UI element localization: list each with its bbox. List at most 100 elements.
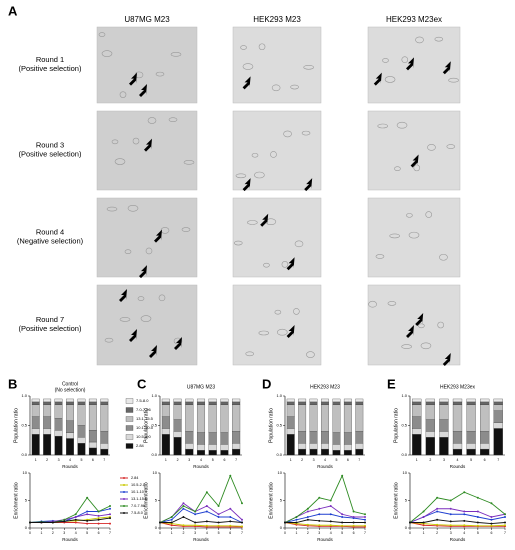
bar-chart: D HEK293 M23 0.0 0.5 1.0 Population ratio Roun… bbox=[262, 376, 365, 469]
x-tick-label: 1 bbox=[295, 531, 297, 535]
point bbox=[51, 521, 54, 524]
point bbox=[341, 524, 344, 527]
x-tick-label: 6 bbox=[353, 531, 355, 535]
series-line bbox=[159, 508, 243, 523]
legend-dot bbox=[123, 505, 125, 507]
y-tick-label: 0.0 bbox=[401, 452, 407, 457]
point bbox=[109, 522, 111, 525]
point bbox=[449, 499, 452, 502]
bar-segment bbox=[54, 398, 63, 403]
arrow bbox=[373, 72, 382, 86]
row-note: (Negative selection) bbox=[17, 236, 84, 245]
bar-segment bbox=[100, 443, 109, 450]
bar-segment bbox=[173, 404, 182, 420]
bar-segment bbox=[232, 401, 241, 405]
x-tick-label: 1 bbox=[416, 458, 418, 462]
x-tick-label: 2 bbox=[307, 531, 309, 535]
bar-segment bbox=[220, 404, 229, 433]
x-tick-label: 3 bbox=[318, 531, 320, 535]
bar-chart: C U87MG M23 0.0 0.5 1.0 Population ratio Round… bbox=[137, 376, 242, 469]
point bbox=[86, 522, 89, 525]
panel-label: C bbox=[137, 376, 147, 391]
bar-segment bbox=[31, 428, 40, 435]
panel-label: B bbox=[8, 376, 17, 391]
bar-segment bbox=[43, 434, 52, 456]
cell bbox=[111, 139, 119, 145]
arrow bbox=[304, 178, 313, 192]
bar-segment bbox=[100, 398, 109, 403]
bar-segment bbox=[466, 431, 476, 444]
point bbox=[409, 521, 411, 524]
bar-segment bbox=[466, 404, 476, 432]
x-tick-label: 7 bbox=[497, 458, 499, 462]
legend-swatch bbox=[125, 398, 134, 404]
bar-segment bbox=[343, 404, 352, 433]
legend-swatch bbox=[125, 407, 134, 413]
point bbox=[217, 513, 220, 516]
point bbox=[86, 513, 89, 516]
point bbox=[229, 474, 232, 477]
point bbox=[318, 519, 321, 522]
bar-segment bbox=[286, 434, 295, 456]
bar-segment bbox=[196, 398, 206, 403]
cell bbox=[271, 84, 281, 92]
point bbox=[170, 518, 173, 521]
bar-segment bbox=[66, 404, 74, 421]
bar-segment bbox=[412, 404, 422, 417]
cell bbox=[119, 317, 131, 322]
y-tick-label: 0.5 bbox=[276, 423, 282, 428]
arrow bbox=[415, 313, 424, 326]
y-tick-label: 0 bbox=[280, 525, 283, 530]
point bbox=[490, 518, 493, 521]
bar-segment bbox=[452, 401, 463, 405]
bar-segment bbox=[343, 432, 352, 445]
legend-label: 7.0-7.96 bbox=[136, 407, 151, 412]
cell bbox=[242, 63, 254, 70]
x-tick-label: 1 bbox=[423, 531, 425, 535]
bar-segment bbox=[493, 398, 503, 403]
y-tick-label: 0.0 bbox=[151, 452, 157, 457]
point bbox=[86, 519, 89, 522]
point bbox=[436, 496, 439, 499]
x-tick-label: 3 bbox=[450, 531, 452, 535]
x-tick-label: 4 bbox=[463, 531, 465, 535]
point bbox=[109, 507, 111, 510]
x-tick-label: 7 bbox=[364, 531, 366, 535]
cell bbox=[140, 315, 152, 322]
series-line bbox=[410, 519, 506, 525]
cell bbox=[127, 204, 139, 212]
bar-segment bbox=[173, 401, 182, 405]
bar-segment bbox=[208, 398, 217, 403]
legend-swatch bbox=[125, 425, 134, 431]
point bbox=[194, 513, 197, 516]
point bbox=[329, 499, 332, 502]
cell bbox=[434, 36, 444, 42]
point bbox=[476, 496, 479, 499]
bar-segment bbox=[439, 437, 449, 456]
micrograph bbox=[367, 110, 461, 191]
point bbox=[306, 510, 309, 513]
y-tick-label: 10 bbox=[278, 470, 283, 475]
bar-segment bbox=[161, 416, 170, 429]
legend-dot bbox=[123, 491, 125, 493]
micrograph bbox=[232, 197, 322, 278]
x-tick-label: 4 bbox=[457, 458, 459, 462]
point bbox=[74, 518, 77, 521]
bar-segment bbox=[88, 430, 97, 443]
bar-segment bbox=[412, 428, 422, 435]
legend-label: 10.5-2.0 bbox=[136, 434, 151, 439]
arrow bbox=[286, 325, 295, 338]
bar-segment bbox=[173, 437, 182, 456]
arrow bbox=[242, 178, 251, 192]
y-axis-label: Enrichment ratio bbox=[143, 482, 149, 519]
bar-segment bbox=[66, 401, 74, 405]
y-tick-label: 0.5 bbox=[21, 423, 27, 428]
bar-segment bbox=[452, 431, 463, 444]
x-tick-label: 5 bbox=[477, 531, 479, 535]
point bbox=[229, 516, 232, 518]
point bbox=[217, 505, 220, 507]
point bbox=[229, 507, 232, 510]
cell bbox=[160, 227, 170, 234]
micrograph bbox=[232, 26, 322, 104]
cell bbox=[294, 240, 304, 248]
